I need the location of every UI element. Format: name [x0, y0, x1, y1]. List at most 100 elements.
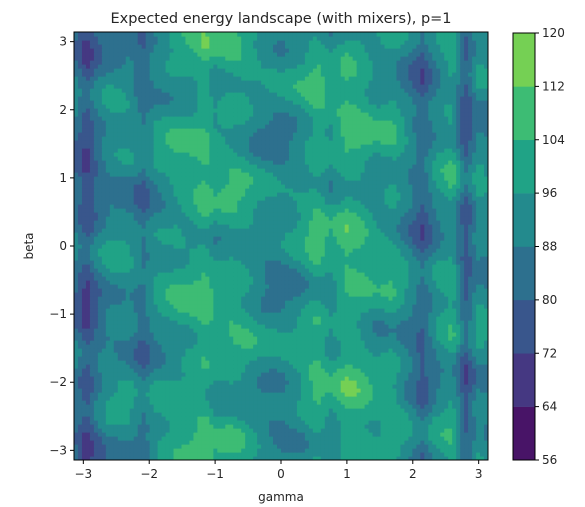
contour-cell [97, 320, 103, 325]
contour-cell [157, 408, 163, 413]
contour-cell [277, 412, 282, 417]
contour-cell [161, 392, 167, 397]
contour-cell [117, 312, 123, 317]
contour-cell [125, 396, 131, 401]
contour-cell [81, 404, 87, 409]
contour-cell [440, 352, 445, 357]
contour-cell [245, 404, 250, 409]
contour-cell [440, 396, 445, 401]
contour-cell [161, 364, 167, 369]
contour-cell [484, 392, 488, 397]
contour-cell [332, 356, 338, 361]
contour-cell [161, 396, 167, 401]
contour-cell [129, 428, 135, 433]
contour-cell [376, 332, 382, 337]
contour-cell [472, 324, 477, 329]
contour-cell [440, 324, 445, 329]
contour-cell [229, 332, 234, 337]
contour-cell [89, 316, 95, 321]
contour-cell [245, 456, 250, 460]
contour-cell [404, 276, 409, 281]
contour-cell [444, 312, 449, 317]
contour-cell [141, 452, 147, 457]
contour-cell [472, 312, 477, 317]
contour-cell [284, 412, 290, 417]
contour-cell [217, 340, 222, 345]
contour-cell [344, 368, 350, 373]
contour-cell [432, 396, 437, 401]
contour-cell [253, 396, 258, 401]
contour-cell [352, 308, 358, 313]
contour-cell [320, 412, 326, 417]
contour-cell [352, 456, 358, 460]
contour-cell [328, 324, 334, 329]
contour-cell [296, 384, 302, 389]
contour-cell [217, 372, 222, 377]
contour-cell [404, 332, 409, 337]
contour-cell [464, 288, 469, 293]
contour-cell [145, 440, 151, 445]
contour-cell [380, 312, 386, 317]
contour-cell [484, 360, 488, 365]
contour-cell [209, 416, 214, 421]
contour-cell [173, 308, 179, 313]
contour-cell [380, 340, 386, 345]
contour-cell [456, 300, 461, 305]
contour-cell [288, 380, 294, 385]
contour-cell [480, 320, 485, 325]
contour-cell [117, 416, 123, 421]
contour-cell [201, 372, 206, 377]
contour-cell [296, 272, 302, 277]
contour-cell [177, 336, 183, 341]
contour-cell [324, 448, 330, 453]
contour-cell [129, 376, 135, 381]
contour-cell [424, 340, 429, 345]
contour-cell [424, 396, 429, 401]
contour-cell [300, 328, 306, 333]
contour-cell [169, 324, 175, 329]
contour-cell [388, 272, 394, 277]
contour-cell [408, 332, 413, 337]
contour-cell [177, 312, 183, 317]
contour-cell [432, 308, 437, 313]
contour-cell [241, 344, 246, 349]
contour-cell [149, 320, 155, 325]
contour-cell [432, 376, 437, 381]
contour-cell [472, 400, 477, 405]
contour-cell [237, 376, 242, 381]
contour-cell [281, 392, 286, 397]
contour-cell [284, 396, 290, 401]
contour-cell [412, 328, 417, 333]
contour-cell [472, 452, 477, 457]
contour-cell [444, 340, 449, 345]
contour-cell [444, 436, 449, 441]
contour-cell [404, 436, 409, 441]
contour-cell [360, 272, 366, 277]
contour-cell [448, 324, 453, 329]
contour-cell [480, 424, 485, 429]
contour-cell [141, 372, 147, 377]
contour-cell [74, 396, 79, 401]
contour-cell [169, 416, 175, 421]
contour-cell [153, 372, 159, 377]
contour-cell [89, 348, 95, 353]
contour-cell [225, 372, 230, 377]
contour-cell [217, 276, 222, 281]
contour-cell [109, 320, 115, 325]
contour-cell [129, 384, 135, 389]
contour-cell [121, 320, 127, 325]
contour-cell [308, 432, 314, 437]
contour-cell [77, 324, 83, 329]
contour-cell [237, 432, 242, 437]
contour-cell [245, 444, 250, 449]
contour-cell [388, 268, 394, 273]
contour-cell [416, 280, 421, 285]
contour-cell [336, 400, 342, 405]
contour-cell [468, 268, 473, 273]
contour-cell [392, 376, 398, 381]
contour-cell [189, 284, 195, 289]
contour-cell [312, 288, 318, 293]
contour-cell [217, 448, 222, 453]
contour-cell [257, 452, 262, 457]
contour-cell [74, 408, 79, 413]
